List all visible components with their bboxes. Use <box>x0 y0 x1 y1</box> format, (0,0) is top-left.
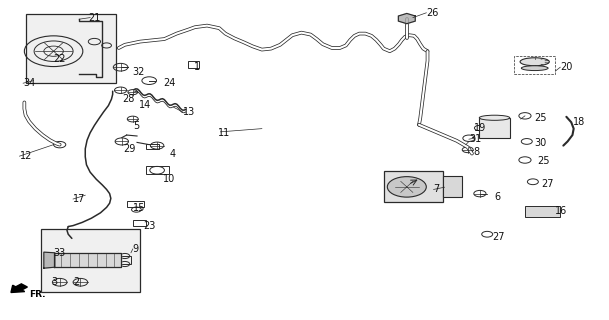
Circle shape <box>387 177 426 197</box>
Bar <box>479 118 510 138</box>
Text: 27: 27 <box>541 179 554 189</box>
FancyArrow shape <box>11 284 27 292</box>
Text: 17: 17 <box>73 194 85 204</box>
Text: 31: 31 <box>469 134 481 144</box>
Text: 14: 14 <box>139 100 151 110</box>
Bar <box>119 256 131 264</box>
Text: 33: 33 <box>54 248 66 259</box>
Text: 21: 21 <box>88 12 100 23</box>
Text: 24: 24 <box>163 78 175 88</box>
Polygon shape <box>44 252 55 268</box>
Text: 30: 30 <box>535 138 547 148</box>
Text: 34: 34 <box>23 78 35 88</box>
Text: 2: 2 <box>73 277 79 287</box>
Bar <box>384 171 443 202</box>
Text: 18: 18 <box>572 117 585 127</box>
Text: 7: 7 <box>434 184 440 195</box>
Text: 12: 12 <box>19 151 32 161</box>
Text: 6: 6 <box>495 192 501 202</box>
Text: 23: 23 <box>143 220 155 231</box>
Text: 26: 26 <box>426 8 438 18</box>
Ellipse shape <box>479 115 510 120</box>
Text: 20: 20 <box>560 62 572 72</box>
Text: 1: 1 <box>194 61 200 72</box>
Text: 19: 19 <box>474 123 486 133</box>
Text: 11: 11 <box>218 128 230 138</box>
Text: 32: 32 <box>133 67 145 77</box>
Bar <box>146 144 159 149</box>
Bar <box>514 56 555 74</box>
Text: 4: 4 <box>169 149 175 159</box>
Ellipse shape <box>520 58 549 66</box>
Bar <box>525 206 560 217</box>
Bar <box>443 176 462 197</box>
Bar <box>188 61 199 68</box>
Text: 29: 29 <box>123 144 135 155</box>
Text: 16: 16 <box>555 206 568 216</box>
Text: 3: 3 <box>52 277 58 287</box>
Ellipse shape <box>521 66 548 70</box>
Text: 10: 10 <box>163 173 175 184</box>
Text: 9: 9 <box>133 244 139 254</box>
Bar <box>146 166 169 174</box>
Bar <box>127 201 144 207</box>
Text: 5: 5 <box>133 121 139 132</box>
Text: 8: 8 <box>474 147 480 157</box>
Text: 22: 22 <box>54 54 66 64</box>
Text: FR.: FR. <box>29 290 46 299</box>
Polygon shape <box>54 253 121 267</box>
Text: 27: 27 <box>492 232 505 242</box>
Bar <box>26 14 116 83</box>
Polygon shape <box>398 13 415 24</box>
Text: 25: 25 <box>535 113 547 123</box>
Text: 28: 28 <box>122 94 134 104</box>
Text: 13: 13 <box>183 107 195 117</box>
Bar <box>133 220 146 226</box>
Bar <box>41 229 140 292</box>
Text: 15: 15 <box>133 203 145 213</box>
Text: 25: 25 <box>537 156 550 166</box>
